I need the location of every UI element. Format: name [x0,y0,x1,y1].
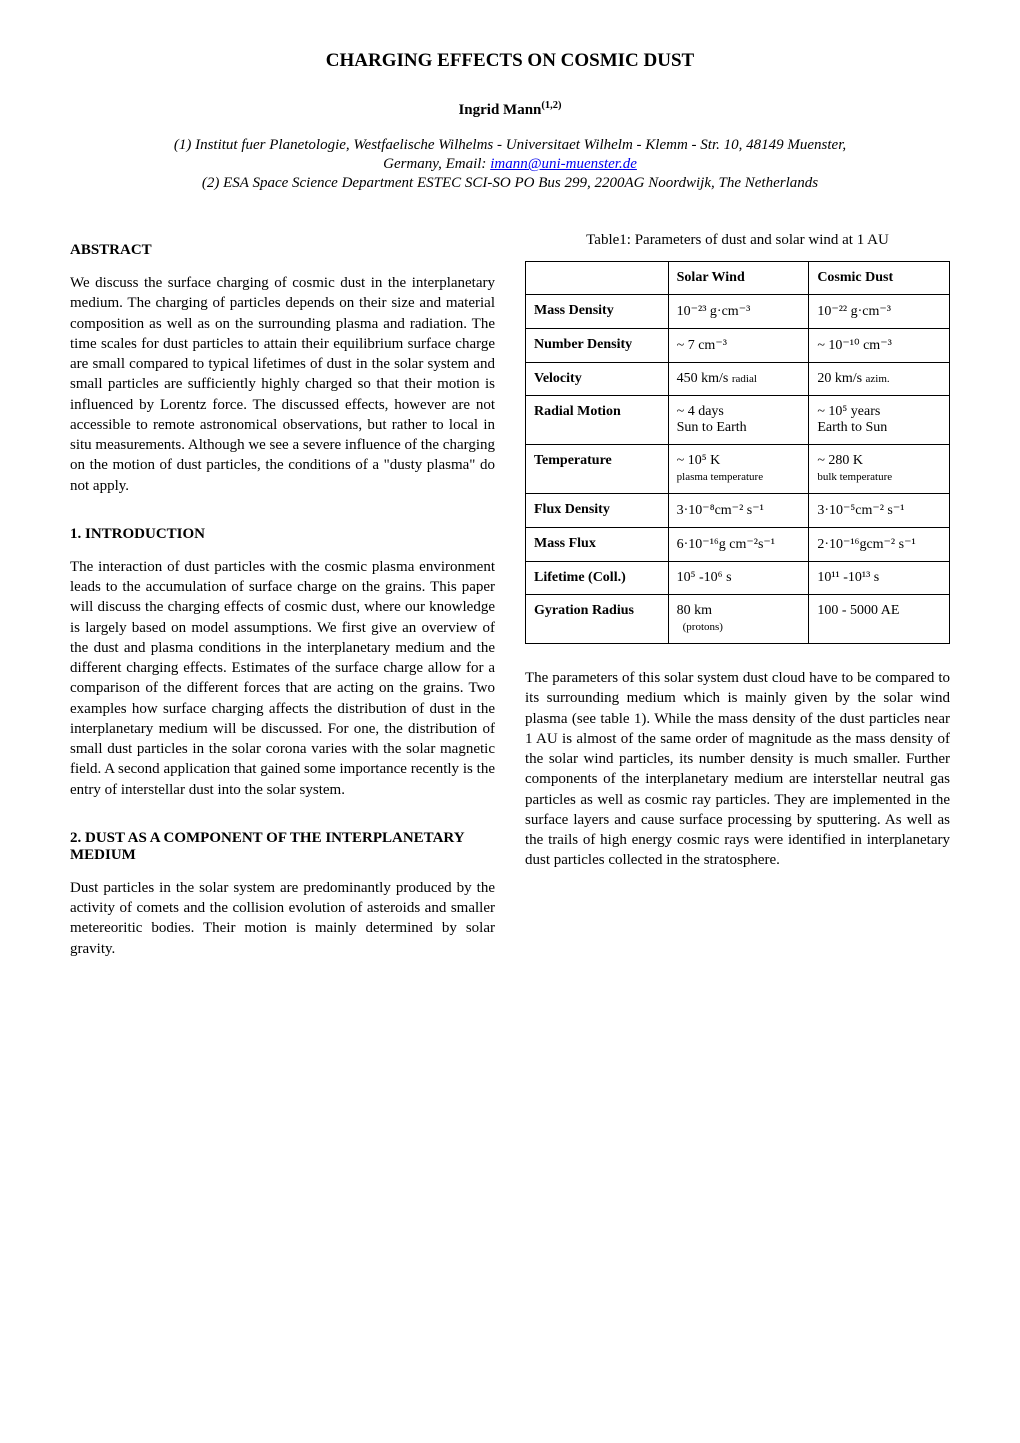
table-header-empty [526,262,669,295]
row-label: Mass Flux [526,528,669,562]
author-line: Ingrid Mann(1,2) [70,100,950,119]
cell-subtext: azim. [866,373,890,385]
section-1-heading: 1. INTRODUCTION [70,526,495,543]
abstract-heading: ABSTRACT [70,242,495,259]
cell-subtext: (protons) [677,621,723,633]
cell-value: ~ 4 days [677,404,724,419]
table-row: Flux Density 3·10⁻⁸cm⁻² s⁻¹ 3·10⁻⁵cm⁻² s… [526,494,950,528]
email-link[interactable]: imann@uni-muenster.de [490,156,637,172]
paper-title: CHARGING EFFECTS ON COSMIC DUST [70,50,950,72]
table-cell: ~ 10⁵ K plasma temperature [668,445,809,494]
cell-line2: Sun to Earth [677,420,747,435]
table-cell: 10⁵ -10⁶ s [668,562,809,595]
author-name: Ingrid Mann [458,102,541,118]
affiliation-1-email-prefix: Germany, Email: [383,156,490,172]
cell-line2: Earth to Sun [817,420,887,435]
table-row: Mass Density 10⁻²³ g·cm⁻³ 10⁻²² g·cm⁻³ [526,295,950,329]
table-header-row: Solar Wind Cosmic Dust [526,262,950,295]
table-body: Mass Density 10⁻²³ g·cm⁻³ 10⁻²² g·cm⁻³ N… [526,295,950,644]
table-header-solar-wind: Solar Wind [668,262,809,295]
table-row: Velocity 450 km/s radial 20 km/s azim. [526,363,950,396]
table-cell: ~ 10⁻¹⁰ cm⁻³ [809,329,950,363]
table-row: Gyration Radius 80 km (protons) 100 - 50… [526,595,950,644]
author-sup: (1,2) [541,100,561,111]
table-cell: 10⁻²³ g·cm⁻³ [668,295,809,329]
table-cell: 20 km/s azim. [809,363,950,396]
row-label: Number Density [526,329,669,363]
row-label: Radial Motion [526,396,669,445]
table-row: Temperature ~ 10⁵ K plasma temperature ~… [526,445,950,494]
cell-value: ~ 10⁵ K [677,453,721,468]
table-cell: ~ 10⁵ years Earth to Sun [809,396,950,445]
cell-value: 450 km/s [677,371,729,386]
row-label: Velocity [526,363,669,396]
right-column: Table1: Parameters of dust and solar win… [525,222,950,973]
table-caption: Table1: Parameters of dust and solar win… [525,232,950,249]
cell-subtext: plasma temperature [677,471,763,483]
parameters-table: Solar Wind Cosmic Dust Mass Density 10⁻²… [525,261,950,644]
cell-value: ~ 10⁵ years [817,404,880,419]
affiliation-2: (2) ESA Space Science Department ESTEC S… [70,175,950,192]
cell-subtext: bulk temperature [817,471,892,483]
cell-value: 20 km/s [817,371,862,386]
table-cell: 2·10⁻¹⁶gcm⁻² s⁻¹ [809,528,950,562]
right-column-text: The parameters of this solar system dust… [525,668,950,871]
table-header-cosmic-dust: Cosmic Dust [809,262,950,295]
affiliation-1-line-1: (1) Institut fuer Planetologie, Westfael… [70,137,950,154]
table-row: Radial Motion ~ 4 days Sun to Earth ~ 10… [526,396,950,445]
table-cell: 3·10⁻⁵cm⁻² s⁻¹ [809,494,950,528]
cell-value: 80 km [677,603,712,618]
table-cell: 10⁻²² g·cm⁻³ [809,295,950,329]
table-cell: 6·10⁻¹⁶g cm⁻²s⁻¹ [668,528,809,562]
section-1-text: The interaction of dust particles with t… [70,557,495,800]
table-cell: ~ 4 days Sun to Earth [668,396,809,445]
table-cell: 100 - 5000 AE [809,595,950,644]
section-2-text: Dust particles in the solar system are p… [70,878,495,959]
affiliation-1-line-2: Germany, Email: imann@uni-muenster.de [70,156,950,173]
table-cell: ~ 7 cm⁻³ [668,329,809,363]
row-label: Mass Density [526,295,669,329]
row-label: Lifetime (Coll.) [526,562,669,595]
table-cell: 10¹¹ -10¹³ s [809,562,950,595]
abstract-text: We discuss the surface charging of cosmi… [70,273,495,496]
table-cell: ~ 280 K bulk temperature [809,445,950,494]
row-label: Gyration Radius [526,595,669,644]
left-column: ABSTRACT We discuss the surface charging… [70,222,495,973]
cell-subtext: radial [732,373,757,385]
table-cell: 3·10⁻⁸cm⁻² s⁻¹ [668,494,809,528]
row-label: Flux Density [526,494,669,528]
table-row: Lifetime (Coll.) 10⁵ -10⁶ s 10¹¹ -10¹³ s [526,562,950,595]
section-2-heading: 2. DUST AS A COMPONENT OF THE INTERPLANE… [70,830,495,864]
table-row: Number Density ~ 7 cm⁻³ ~ 10⁻¹⁰ cm⁻³ [526,329,950,363]
two-column-layout: ABSTRACT We discuss the surface charging… [70,222,950,973]
table-row: Mass Flux 6·10⁻¹⁶g cm⁻²s⁻¹ 2·10⁻¹⁶gcm⁻² … [526,528,950,562]
table-cell: 450 km/s radial [668,363,809,396]
table-cell: 80 km (protons) [668,595,809,644]
row-label: Temperature [526,445,669,494]
cell-value: ~ 280 K [817,453,863,468]
